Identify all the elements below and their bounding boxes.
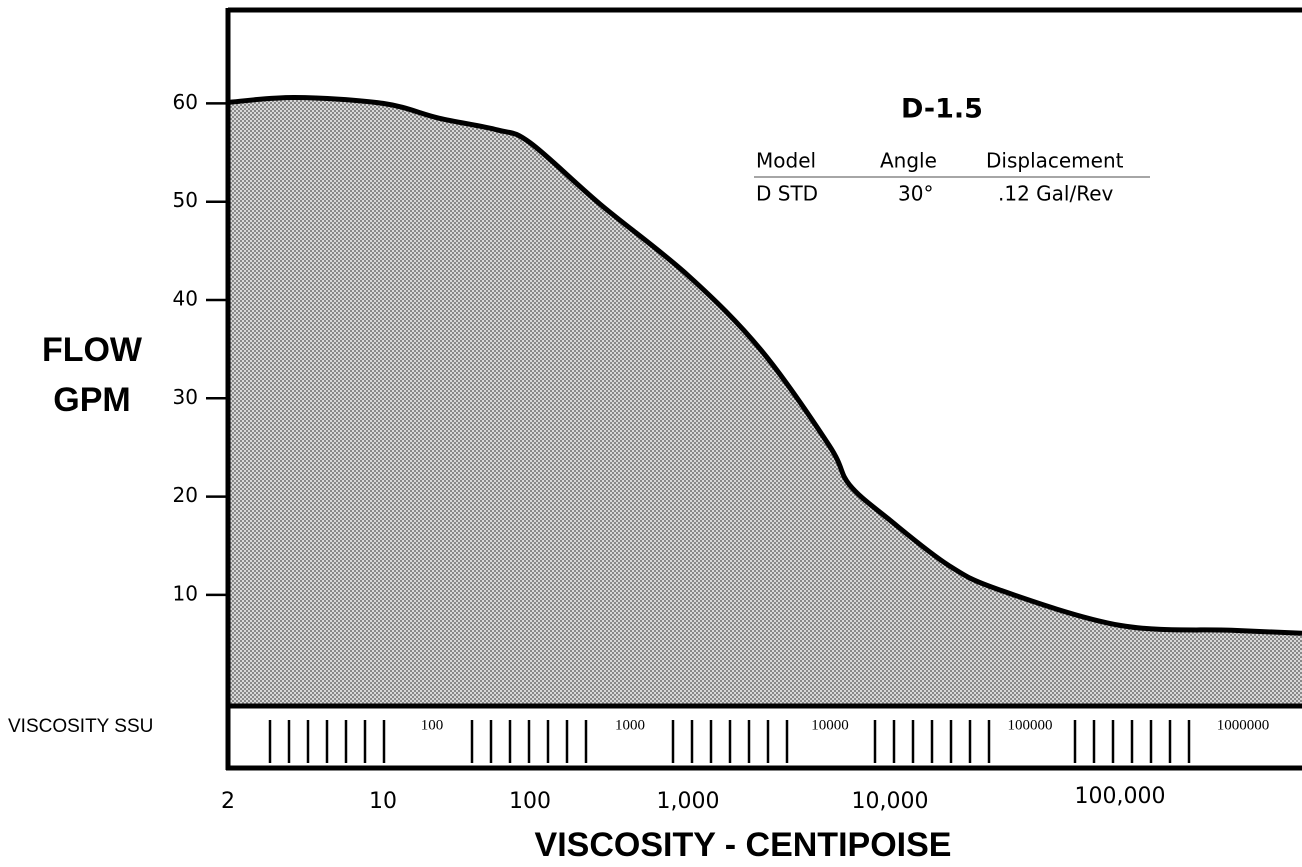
y-tick-label: 50 <box>173 188 198 212</box>
ssu-label: 10000 <box>811 717 849 733</box>
ssu-label: 1000 <box>615 717 645 733</box>
panel-header: Angle <box>880 149 937 173</box>
panel-cell: 30° <box>898 182 933 206</box>
x-tick-label: 1,000 <box>657 789 720 814</box>
x-label: VISCOSITY - CENTIPOISE <box>535 826 952 864</box>
panel-header: Model <box>756 149 816 173</box>
panel-cell: .12 Gal/Rev <box>998 182 1114 206</box>
area <box>228 97 1302 706</box>
y-label: GPM <box>53 381 130 419</box>
y-tick-label: 30 <box>173 385 198 409</box>
y-tick-label: 20 <box>173 483 198 507</box>
x-tick-label: 2 <box>221 789 235 814</box>
panel-cell: D STD <box>756 182 818 206</box>
panel-title: D-1.5 <box>901 94 983 125</box>
panel-header: Displacement <box>986 149 1124 173</box>
y-tick-label: 10 <box>173 581 198 605</box>
y-tick-label: 60 <box>173 90 198 114</box>
x-tick-label: 100,000 <box>1075 784 1166 809</box>
x-tick-label: 10,000 <box>852 789 929 814</box>
y-tick-label: 40 <box>173 287 198 311</box>
ssu-label: 100 <box>421 717 444 733</box>
y-label: FLOW <box>42 331 143 369</box>
ssu-title: VISCOSITY SSU <box>8 716 153 737</box>
x-tick-label: 10 <box>369 789 397 814</box>
ssu-label: 1000000 <box>1217 717 1270 733</box>
ssu-label: 100000 <box>1008 717 1053 733</box>
line <box>227 94 1302 636</box>
x-tick-label: 100 <box>509 789 551 814</box>
